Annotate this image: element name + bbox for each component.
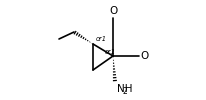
Text: or1: or1: [104, 48, 116, 55]
Text: O: O: [109, 6, 117, 16]
Text: 2: 2: [123, 87, 127, 96]
Text: or1: or1: [96, 36, 107, 42]
Text: NH: NH: [117, 84, 133, 94]
Text: O: O: [140, 51, 148, 61]
